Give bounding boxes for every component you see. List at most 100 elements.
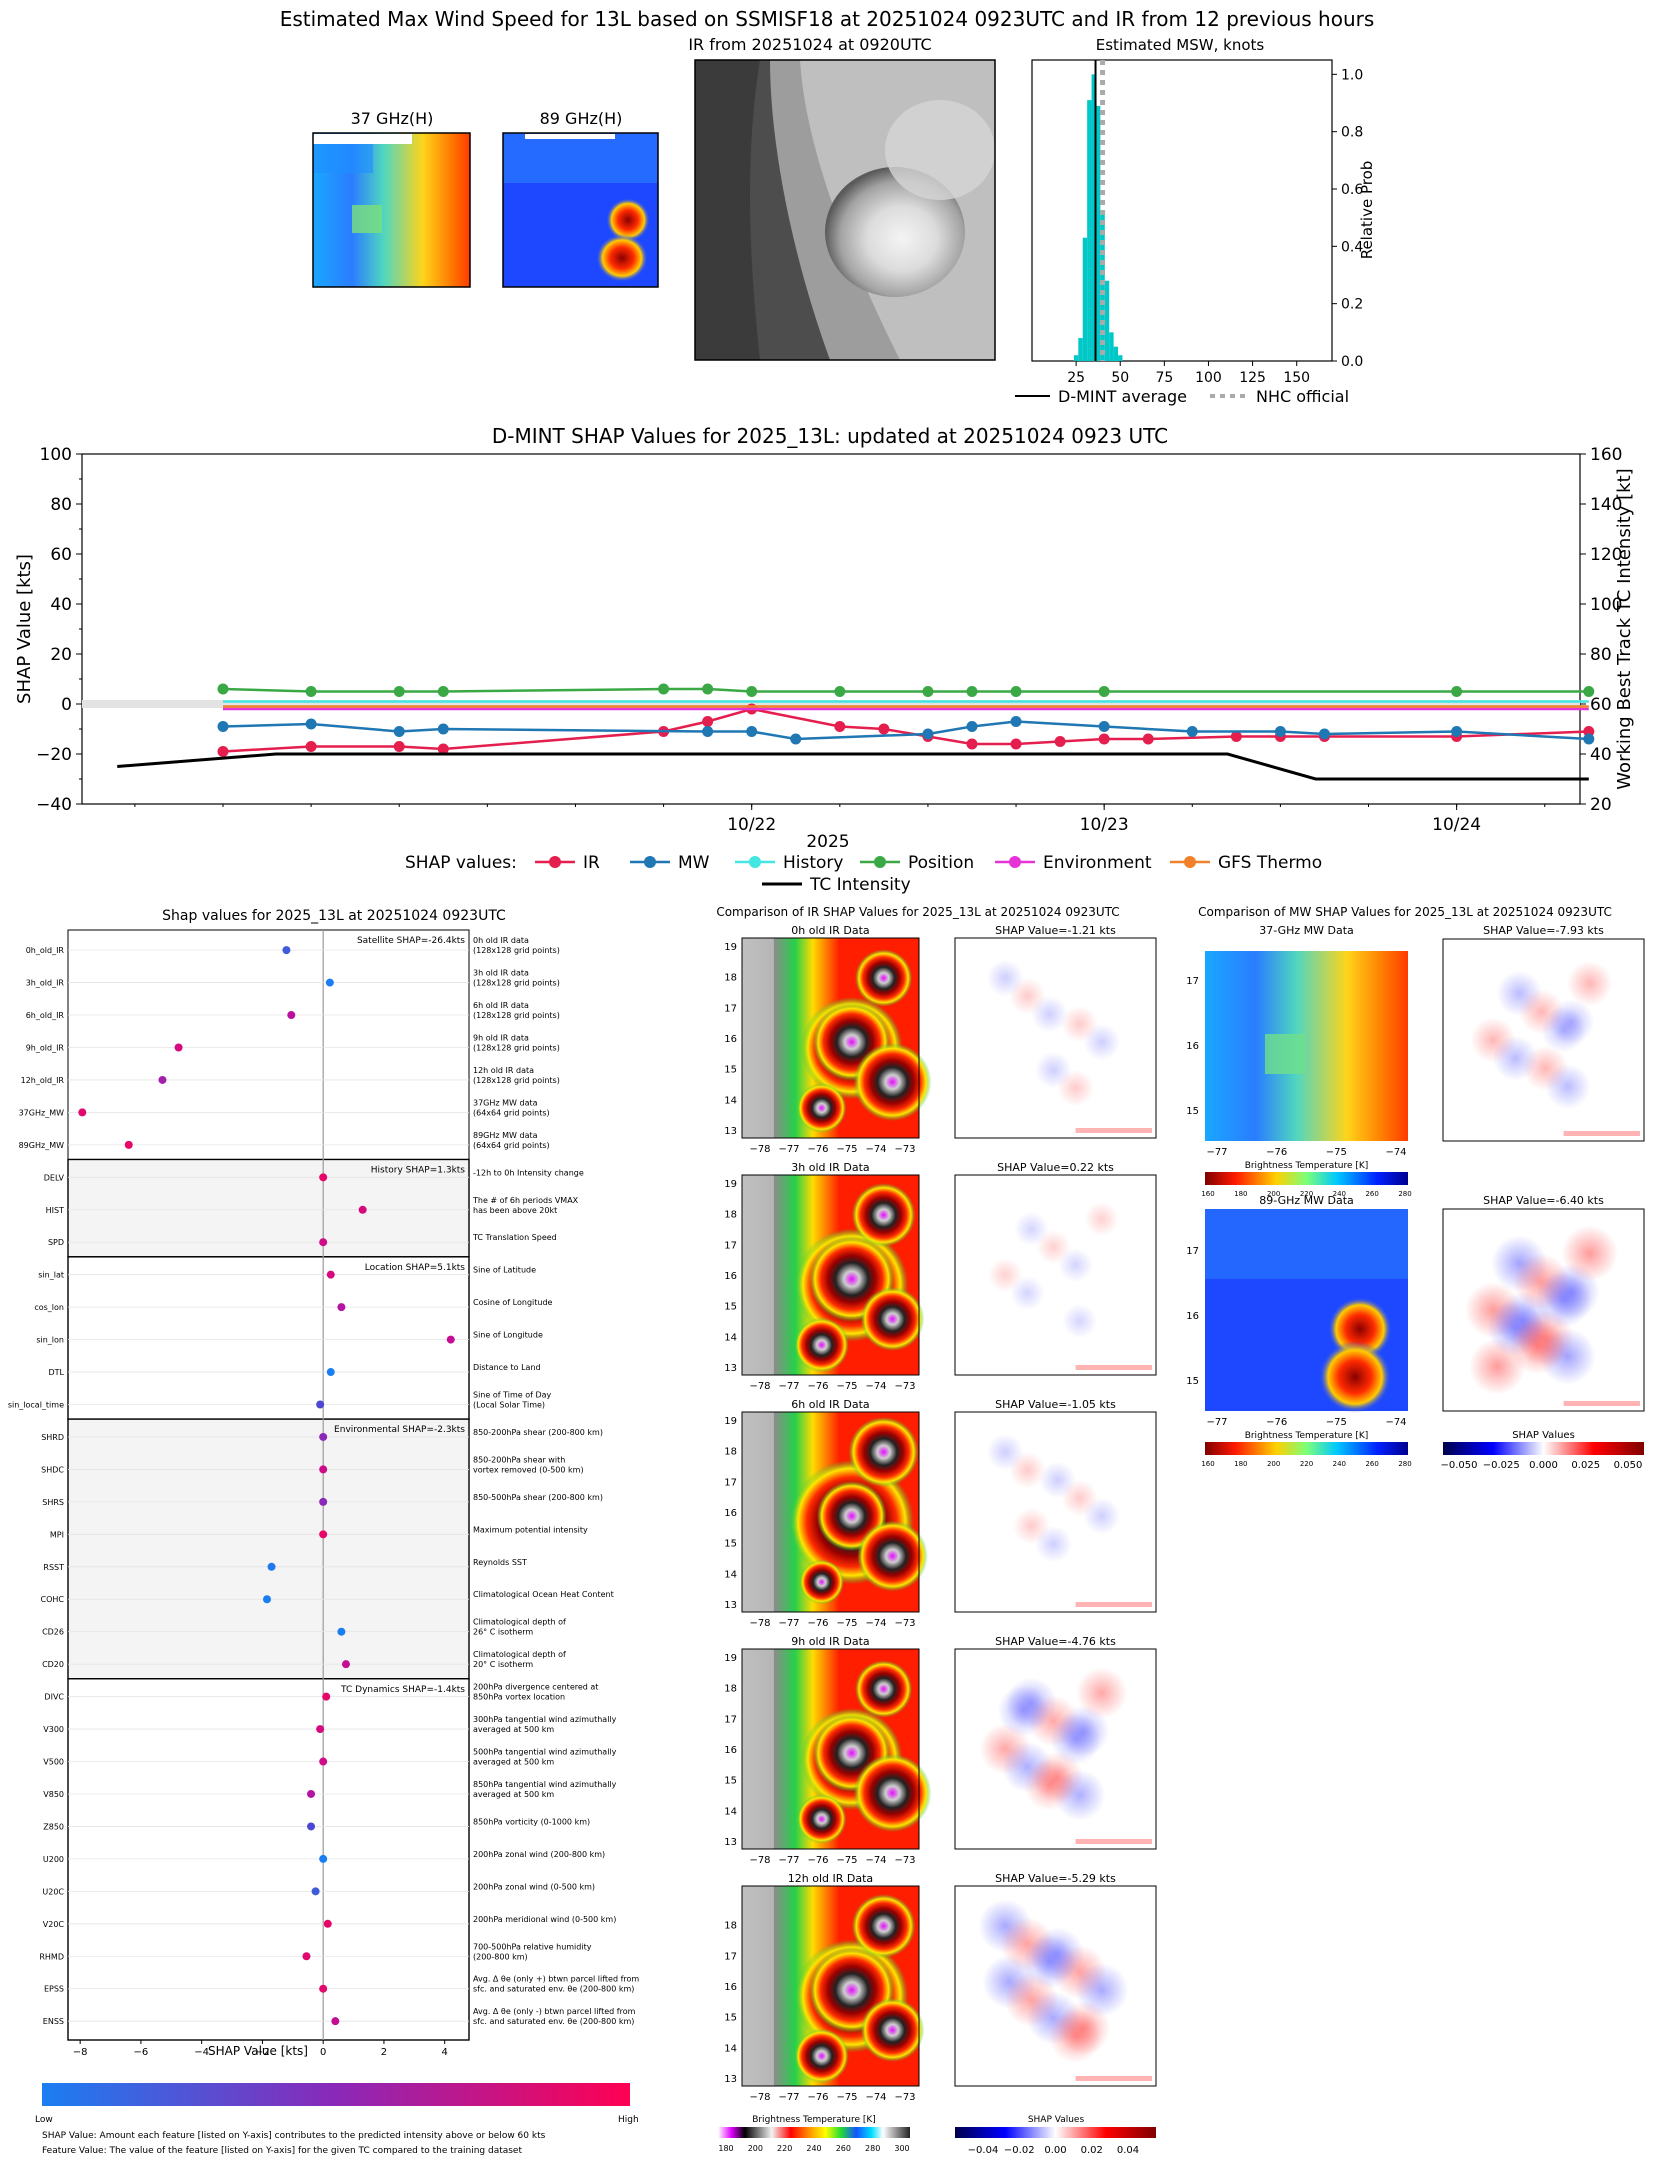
ir-ytick-label: 13	[724, 1126, 737, 1137]
ir-map-clear-sky	[742, 1886, 774, 2086]
feature-desc: 12h old IR data	[473, 1066, 534, 1075]
mw-cbar-tick: 200	[1267, 1460, 1280, 1468]
footnote-1: SHAP Value: Amount each feature [listed …	[42, 2131, 546, 2141]
shap-edge-artifact	[1075, 1602, 1152, 1607]
feature-desc: (128x128 grid points)	[473, 1043, 560, 1052]
shap-blob	[1076, 1667, 1128, 1719]
ts-ytick-left-label: 20	[50, 645, 72, 665]
legend-label-tc-intensity: TC Intensity	[809, 875, 911, 895]
feature-name: 3h_old_IR	[26, 979, 65, 988]
feature-desc: The # of 6h periods VMAX	[472, 1196, 579, 1205]
ir-ytick-label: 18	[724, 1921, 737, 1932]
mw-shap-comparison: Comparison of MW SHAP Values for 2025_13…	[1186, 905, 1645, 1471]
ir-xtick-label: −76	[807, 1381, 828, 1392]
ir-convection-cell	[796, 1083, 847, 1133]
mw-cbar-tick: 280	[1398, 1460, 1411, 1468]
feature-desc: (64x64 grid points)	[473, 1108, 550, 1117]
ir-ytick-label: 19	[724, 942, 737, 953]
mw-cbar-tick: 240	[1333, 1190, 1346, 1198]
ir-title: IR from 20251024 at 0920UTC	[688, 35, 931, 54]
series-point-ir	[834, 721, 846, 732]
feature-name: V850	[43, 1790, 64, 1799]
ir-ytick-label: 19	[724, 1179, 737, 1190]
series-point-ir	[305, 741, 317, 752]
shap-blob	[1010, 1275, 1045, 1311]
ir-ytick-label: 18	[724, 1210, 737, 1221]
shap-map-frame	[954, 1411, 1157, 1613]
hist-bar-6	[1100, 211, 1105, 361]
feature-name: V500	[43, 1758, 64, 1767]
feature-name: HIST	[46, 1206, 64, 1215]
shap-cbar-tick: 0.02	[1081, 2145, 1103, 2156]
shap-edge-artifact	[1563, 1131, 1640, 1136]
feature-dot-CD20	[341, 1660, 350, 1669]
shap-blob	[1535, 1271, 1592, 1329]
feature-name: 89GHz_MW	[19, 1141, 64, 1150]
feature-desc: Distance to Land	[473, 1363, 541, 1372]
hist-ytick-label: 1.0	[1341, 67, 1363, 83]
shap-edge-artifact	[1075, 1365, 1152, 1370]
feature-desc: 850-200hPa shear (200-800 km)	[473, 1428, 603, 1437]
footnote-2: Feature Value: The value of the feature …	[42, 2146, 522, 2156]
mw37-title: 37 GHz(H)	[351, 109, 434, 128]
ir-ytick-label: 13	[724, 1363, 737, 1374]
series-point-ir	[702, 716, 714, 727]
ir-xtick-label: −75	[836, 1381, 857, 1392]
irc-shap-cbar-label: SHAP Values	[1028, 2115, 1085, 2125]
irc-title: Comparison of IR SHAP Values for 2025_13…	[716, 905, 1119, 919]
hist-bar-1	[1078, 338, 1083, 361]
legend-marker	[644, 856, 656, 868]
ir-xtick-label: −78	[749, 1381, 770, 1392]
ir-cbar-tick: 280	[865, 2144, 880, 2153]
feature-name: SHRD	[41, 1433, 64, 1442]
ir-ytick-label: 16	[724, 1508, 737, 1519]
series-point-position	[658, 683, 670, 695]
ir-panel-title: 0h old IR Data	[791, 924, 869, 937]
ir-map-clear-sky	[742, 1175, 774, 1375]
feature-name: CD20	[42, 1660, 64, 1669]
shap-blob	[1540, 1007, 1587, 1053]
ts-ytick-right-label: 100	[1590, 595, 1622, 615]
series-point-position	[702, 683, 714, 695]
shap-blob	[1048, 2009, 1103, 2063]
ir-ytick-label: 15	[724, 2013, 737, 2024]
feature-dot-Z850	[307, 1822, 316, 1831]
mw89-upper-band	[1205, 1209, 1408, 1279]
ir-xtick-label: −78	[749, 2092, 770, 2103]
mw-ytick-label: 15	[1186, 1106, 1199, 1117]
legend-dmint: D-MINT average	[1058, 387, 1187, 406]
shap-blob	[1031, 995, 1068, 1033]
ts-ytick-right-label: 140	[1590, 495, 1622, 515]
ir-convection-cell	[851, 1183, 916, 1247]
ir-convection-cell	[854, 1660, 913, 1718]
cbar-high: High	[618, 2115, 639, 2125]
ts-ytick-right-label: 120	[1590, 545, 1622, 565]
ir-xtick-label: −76	[807, 1618, 828, 1629]
feature-desc: 89GHz MW data	[473, 1131, 538, 1140]
feature-dot-SPD	[319, 1238, 328, 1247]
shap-blob	[1035, 1525, 1072, 1563]
ir-convection-cell	[860, 1998, 925, 2062]
mw89-title: 89 GHz(H)	[540, 109, 623, 128]
feature-name: DIVC	[44, 1693, 64, 1702]
ir-xtick-label: −73	[894, 1144, 915, 1155]
feature-desc: 300hPa tangential wind azimuthally	[473, 1715, 617, 1724]
feature-dot-0h_old_IR	[282, 946, 291, 955]
shap-blob	[1022, 1935, 1077, 1989]
feature-group-label: Environmental SHAP=-2.3kts	[334, 1425, 465, 1435]
mw-cbar-tick: 260	[1365, 1460, 1378, 1468]
mw-cbar-tick: 260	[1365, 1190, 1378, 1198]
shap-map-frame	[954, 1174, 1157, 1376]
mw-cbar-tick: 240	[1333, 1460, 1346, 1468]
mw-xtick-label: −77	[1206, 1417, 1227, 1428]
ir-cbar-tick: 180	[718, 2144, 733, 2153]
feature-desc: averaged at 500 km	[473, 1758, 554, 1767]
shap-blob	[1567, 960, 1613, 1007]
feature-dot-ENSS	[331, 2017, 340, 2026]
feature-desc: 850-200hPa shear with	[473, 1455, 565, 1464]
feature-name: MPI	[50, 1530, 64, 1539]
shap-cbar-tick: 0.04	[1117, 2145, 1139, 2156]
feature-dot-V850	[307, 1789, 316, 1798]
ir-xtick-label: −74	[865, 1855, 886, 1866]
mw-cbar-tick: 200	[1267, 1190, 1280, 1198]
